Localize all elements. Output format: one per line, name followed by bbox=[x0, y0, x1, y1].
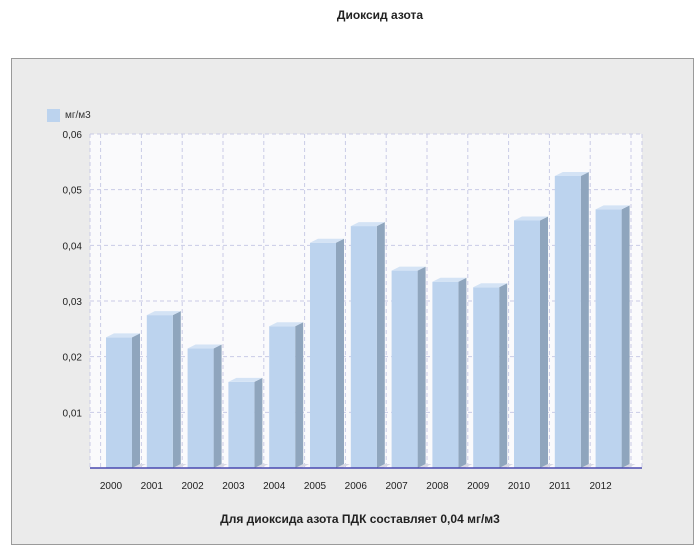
bar-shadow bbox=[499, 464, 514, 468]
x-tick-label: 2000 bbox=[100, 481, 123, 492]
bar-2006 bbox=[350, 222, 391, 468]
bar-2002 bbox=[187, 344, 228, 468]
bar-top bbox=[432, 277, 467, 282]
x-tick-label: 2007 bbox=[385, 481, 408, 492]
bar-front bbox=[595, 209, 622, 468]
bar-2007 bbox=[391, 266, 432, 468]
bar-side bbox=[621, 205, 630, 468]
chart-title: Диоксид азота bbox=[336, 8, 424, 22]
x-tick-label: 2003 bbox=[222, 481, 245, 492]
bar-front bbox=[432, 281, 459, 468]
bar-shadow bbox=[417, 464, 432, 468]
bar-front bbox=[350, 226, 377, 468]
bar-2012 bbox=[595, 205, 636, 468]
y-tick-labels: 0,06 0,05 0,04 0,03 0,02 0,01 bbox=[63, 130, 83, 419]
bar-front bbox=[514, 220, 540, 468]
bar-2010 bbox=[514, 216, 554, 468]
x-tick-label: 2002 bbox=[181, 481, 204, 492]
bar-top bbox=[106, 333, 140, 338]
y-tick-label: 0,01 bbox=[63, 408, 83, 419]
bars bbox=[106, 171, 636, 468]
bar-shadow bbox=[621, 464, 636, 468]
bar-2003 bbox=[228, 377, 269, 468]
x-tick-label: 2008 bbox=[426, 481, 449, 492]
legend-swatch bbox=[47, 108, 60, 122]
bar-shadow bbox=[213, 464, 228, 468]
bar-2008 bbox=[432, 277, 473, 468]
bar-front bbox=[269, 326, 296, 468]
bar-side bbox=[295, 322, 304, 468]
bar-2000 bbox=[106, 333, 146, 468]
bar-shadow bbox=[458, 464, 473, 468]
bar-front bbox=[187, 348, 214, 468]
bar-2009 bbox=[473, 283, 514, 468]
y-tick-label: 0,06 bbox=[63, 130, 83, 141]
legend: мг/м3 bbox=[47, 108, 91, 122]
x-tick-label: 2005 bbox=[304, 481, 327, 492]
bar-front bbox=[310, 242, 336, 468]
y-tick-label: 0,05 bbox=[63, 186, 83, 197]
bar-side bbox=[499, 283, 508, 468]
bar-top bbox=[554, 171, 589, 176]
bar-side bbox=[254, 377, 263, 468]
x-tick-label: 2010 bbox=[508, 481, 531, 492]
bar-side bbox=[376, 222, 385, 468]
bar-top bbox=[228, 377, 263, 382]
bar-side bbox=[213, 344, 222, 468]
bar-2004 bbox=[269, 322, 310, 468]
x-tick-label: 2001 bbox=[141, 481, 164, 492]
bar-shadow bbox=[172, 464, 187, 468]
x-tick-label: 2011 bbox=[549, 481, 571, 492]
bar-shadow bbox=[295, 464, 310, 468]
x-tick-label: 2004 bbox=[263, 481, 286, 492]
bar-top bbox=[514, 216, 548, 221]
bar-side bbox=[336, 238, 344, 468]
bar-top bbox=[473, 283, 508, 288]
bar-front bbox=[473, 287, 500, 468]
x-tick-label: 2006 bbox=[345, 481, 368, 492]
bar-top bbox=[310, 238, 344, 243]
legend-label: мг/м3 bbox=[65, 109, 91, 121]
bar-side bbox=[540, 216, 548, 468]
bar-2011 bbox=[554, 171, 595, 468]
bar-shadow bbox=[132, 464, 146, 468]
bar-front bbox=[106, 337, 132, 468]
y-tick-label: 0,03 bbox=[63, 297, 83, 308]
y-tick-label: 0,02 bbox=[63, 353, 83, 364]
x-tick-label: 2009 bbox=[467, 481, 490, 492]
bar-front bbox=[554, 175, 581, 468]
bar-side bbox=[580, 171, 589, 468]
chart-footnote: Для диоксида азота ПДК составляет 0,04 м… bbox=[220, 512, 500, 526]
bar-front bbox=[146, 315, 173, 468]
bar-shadow bbox=[540, 464, 554, 468]
bar-top bbox=[595, 205, 630, 210]
bar-top bbox=[269, 322, 304, 327]
bar-2005 bbox=[310, 238, 350, 468]
bar-shadow bbox=[336, 464, 350, 468]
bar-side bbox=[132, 333, 140, 468]
bar-side bbox=[172, 311, 181, 468]
bar-shadow bbox=[254, 464, 269, 468]
y-tick-label: 0,04 bbox=[63, 241, 83, 252]
bar-top bbox=[187, 344, 222, 349]
x-tick-label: 2012 bbox=[589, 481, 612, 492]
bar-shadow bbox=[580, 464, 595, 468]
bar-shadow bbox=[376, 464, 391, 468]
bar-front bbox=[391, 270, 418, 468]
bar-top bbox=[350, 222, 385, 227]
bar-2001 bbox=[146, 311, 187, 468]
bar-top bbox=[391, 266, 426, 271]
bar-side bbox=[458, 277, 467, 468]
bar-front bbox=[228, 381, 255, 468]
bar-top bbox=[146, 311, 181, 316]
x-tick-labels: 2000 2001 2002 2003 2004 2005 2006 2007 2008 2009… bbox=[100, 481, 612, 492]
bar-side bbox=[417, 266, 426, 468]
